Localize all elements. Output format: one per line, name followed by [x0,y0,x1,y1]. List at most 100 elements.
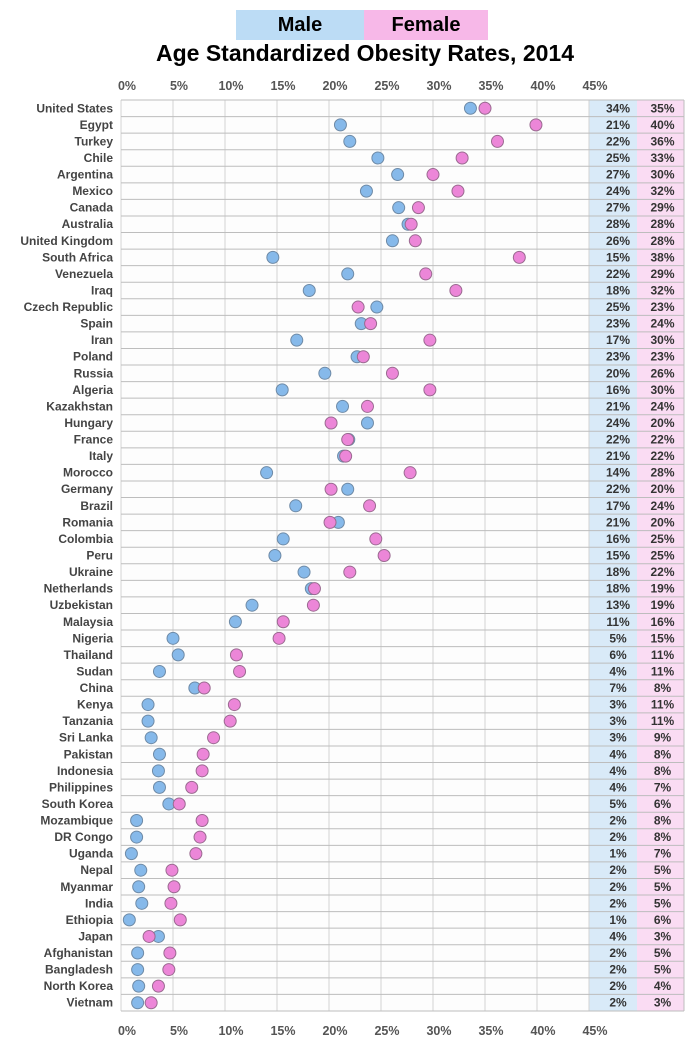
female-dot [343,565,357,579]
female-value-label: 22% [650,565,674,579]
male-value-label: 17% [606,333,630,347]
male-value-label: 2% [609,963,627,977]
female-dot [164,896,178,910]
x-tick-label-bottom: 10% [218,1024,243,1038]
x-tick-label-top: 5% [170,79,188,93]
male-dot [268,549,282,562]
country-label: Romania [62,515,113,529]
female-dot [423,383,437,397]
male-value-label: 3% [609,731,627,745]
female-dot [363,499,377,513]
male-dot [132,880,146,894]
male-value-label: 25% [606,151,630,165]
country-label: Argentina [57,168,113,182]
male-value-label: 18% [606,283,630,297]
x-tick-label-bottom: 25% [374,1024,399,1038]
country-label: Japan [78,929,113,943]
female-dot [419,267,433,281]
country-label: Uzbekistan [50,598,113,612]
x-tick-label-bottom: 35% [478,1024,503,1038]
female-value-label: 8% [654,830,672,844]
female-value-label: 8% [654,681,672,695]
female-dot [404,217,418,231]
x-tick-label-top: 0% [118,79,136,93]
female-value-label: 11% [651,648,675,662]
female-dot [449,283,463,297]
country-label: Canada [70,201,114,215]
male-dot [391,168,405,182]
male-dot [152,664,166,678]
male-dot [370,300,384,314]
male-value-label: 22% [606,267,630,281]
male-value-label: 2% [609,830,627,844]
female-value-label: 11% [651,664,675,678]
female-dot [377,549,391,562]
country-label: Poland [73,350,113,364]
male-dot [228,615,242,629]
male-value-column [589,100,637,1011]
male-value-label: 18% [606,582,630,596]
female-value-label: 5% [654,963,672,977]
male-dot [132,979,146,993]
female-dot [196,747,210,761]
female-value-label: 24% [650,317,674,331]
male-dot [275,383,289,397]
male-value-label: 4% [609,929,627,943]
male-dot [144,731,158,745]
country-label: Czech Republic [24,300,114,314]
male-value-label: 22% [606,482,630,496]
male-value-label: 28% [606,217,630,231]
country-label: Netherlands [44,582,114,596]
male-dot [297,565,311,579]
female-dot [185,780,199,794]
female-dot [369,532,383,546]
country-label: Myanmar [60,880,113,894]
country-label: Nepal [80,863,113,877]
female-value-label: 3% [654,996,672,1010]
female-value-label: 11% [651,698,675,712]
male-dot [463,101,477,115]
female-dot [167,880,181,894]
female-value-label: 38% [650,250,674,264]
country-label: Vietnam [67,996,113,1010]
country-label: Kenya [77,698,113,712]
female-dot [223,714,237,728]
male-value-label: 2% [609,814,627,828]
female-value-label: 28% [650,234,674,248]
female-dot [339,449,353,463]
female-value-label: 32% [650,283,674,297]
female-dot [423,333,437,347]
male-dot [392,201,406,215]
country-label: Peru [86,549,113,563]
x-tick-label-bottom: 0% [118,1024,136,1038]
female-value-label: 6% [654,797,672,811]
female-dot [151,979,165,993]
female-value-label: 4% [654,979,672,993]
x-tick-label-bottom: 40% [530,1024,555,1038]
male-value-label: 22% [606,433,630,447]
female-dot [272,631,286,645]
male-value-label: 11% [606,615,630,629]
female-value-label: 19% [650,598,674,612]
female-dot [163,946,177,960]
x-tick-label-top: 25% [374,79,399,93]
male-dot [141,714,155,728]
male-value-label: 4% [609,747,627,761]
male-value-label: 6% [609,648,627,662]
country-label: Algeria [72,383,113,397]
male-dot [360,416,374,430]
female-value-label: 3% [654,929,672,943]
male-value-label: 15% [606,250,630,264]
female-value-label: 28% [650,217,674,231]
country-label: DR Congo [54,830,113,844]
male-dot [359,184,373,198]
male-dot [318,366,332,380]
female-value-label: 25% [650,532,674,546]
female-value-label: 22% [650,449,674,463]
male-value-label: 26% [606,234,630,248]
female-value-label: 16% [650,615,674,629]
x-tick-label-bottom: 5% [170,1024,188,1038]
male-value-label: 14% [606,466,630,480]
male-dot [171,648,185,662]
